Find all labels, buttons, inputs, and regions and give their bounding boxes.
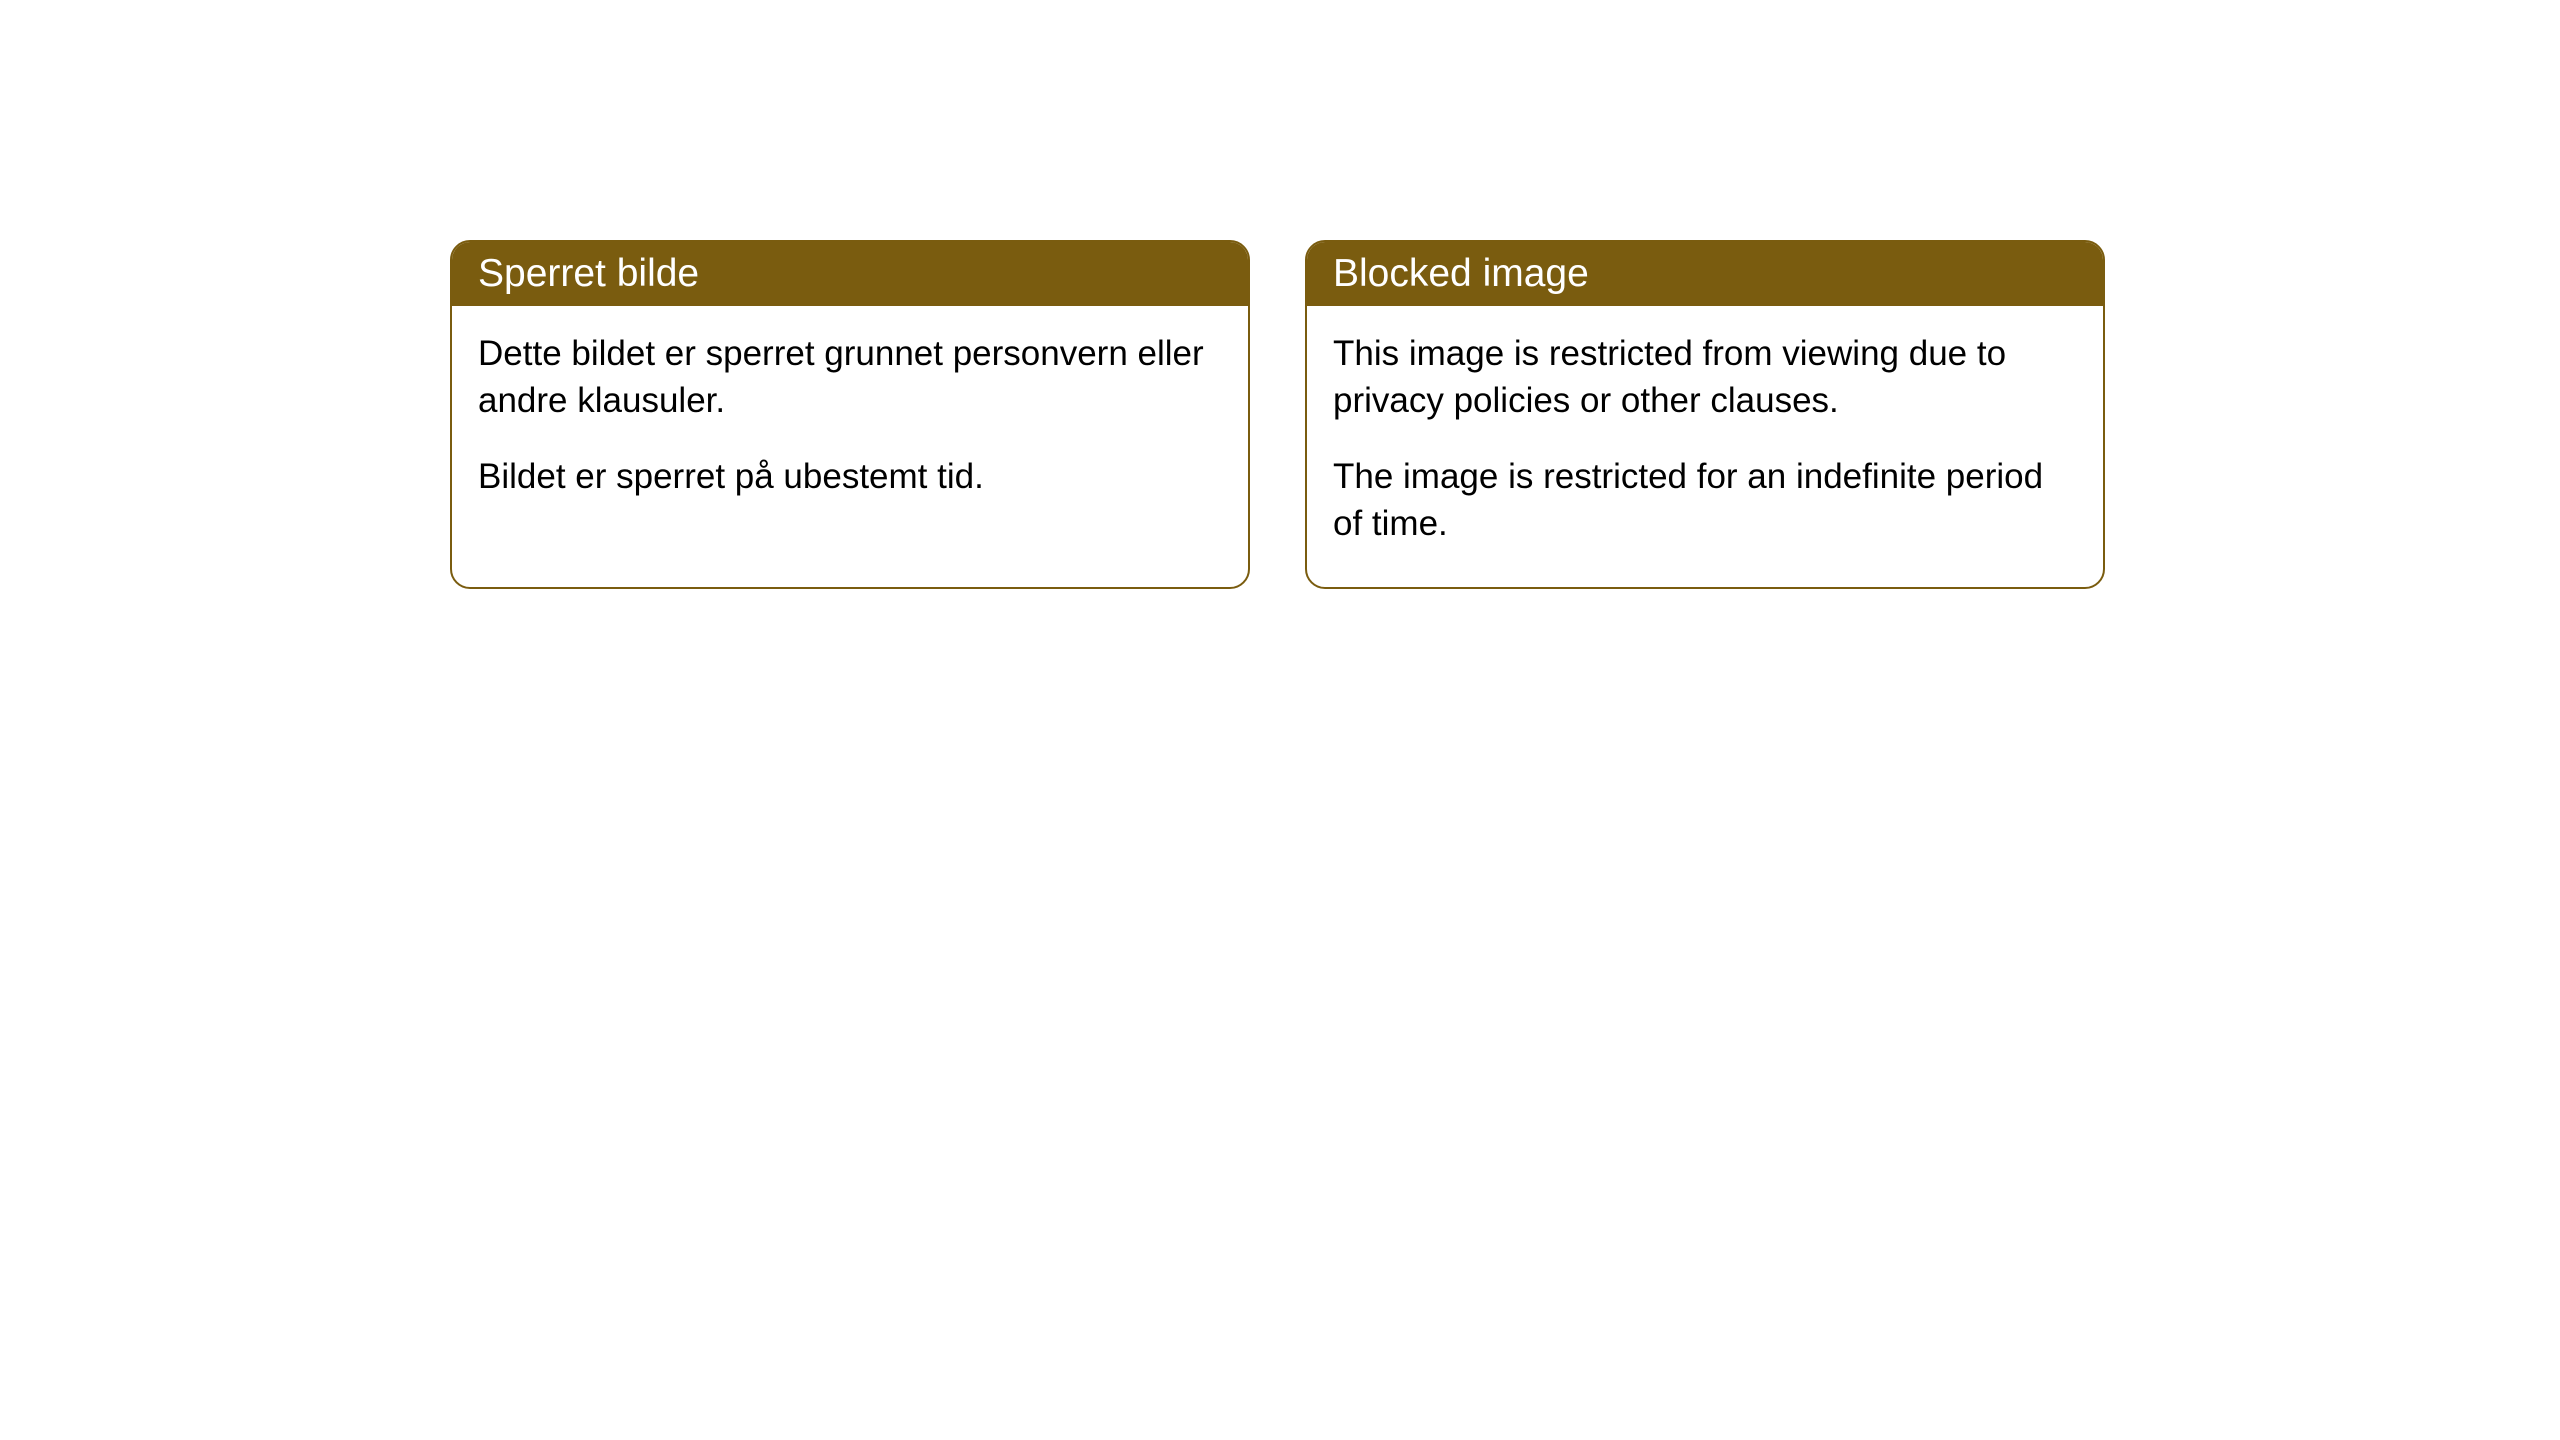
blocked-image-card-en: Blocked image This image is restricted f… xyxy=(1305,240,2105,589)
card-text-no-1: Dette bildet er sperret grunnet personve… xyxy=(478,330,1222,425)
card-body-en: This image is restricted from viewing du… xyxy=(1307,306,2103,587)
blocked-image-card-no: Sperret bilde Dette bildet er sperret gr… xyxy=(450,240,1250,589)
card-text-no-2: Bildet er sperret på ubestemt tid. xyxy=(478,453,1222,500)
card-body-no: Dette bildet er sperret grunnet personve… xyxy=(452,306,1248,540)
card-header-en: Blocked image xyxy=(1307,242,2103,306)
card-header-no: Sperret bilde xyxy=(452,242,1248,306)
card-text-en-2: The image is restricted for an indefinit… xyxy=(1333,453,2077,548)
cards-container: Sperret bilde Dette bildet er sperret gr… xyxy=(450,240,2105,589)
card-text-en-1: This image is restricted from viewing du… xyxy=(1333,330,2077,425)
